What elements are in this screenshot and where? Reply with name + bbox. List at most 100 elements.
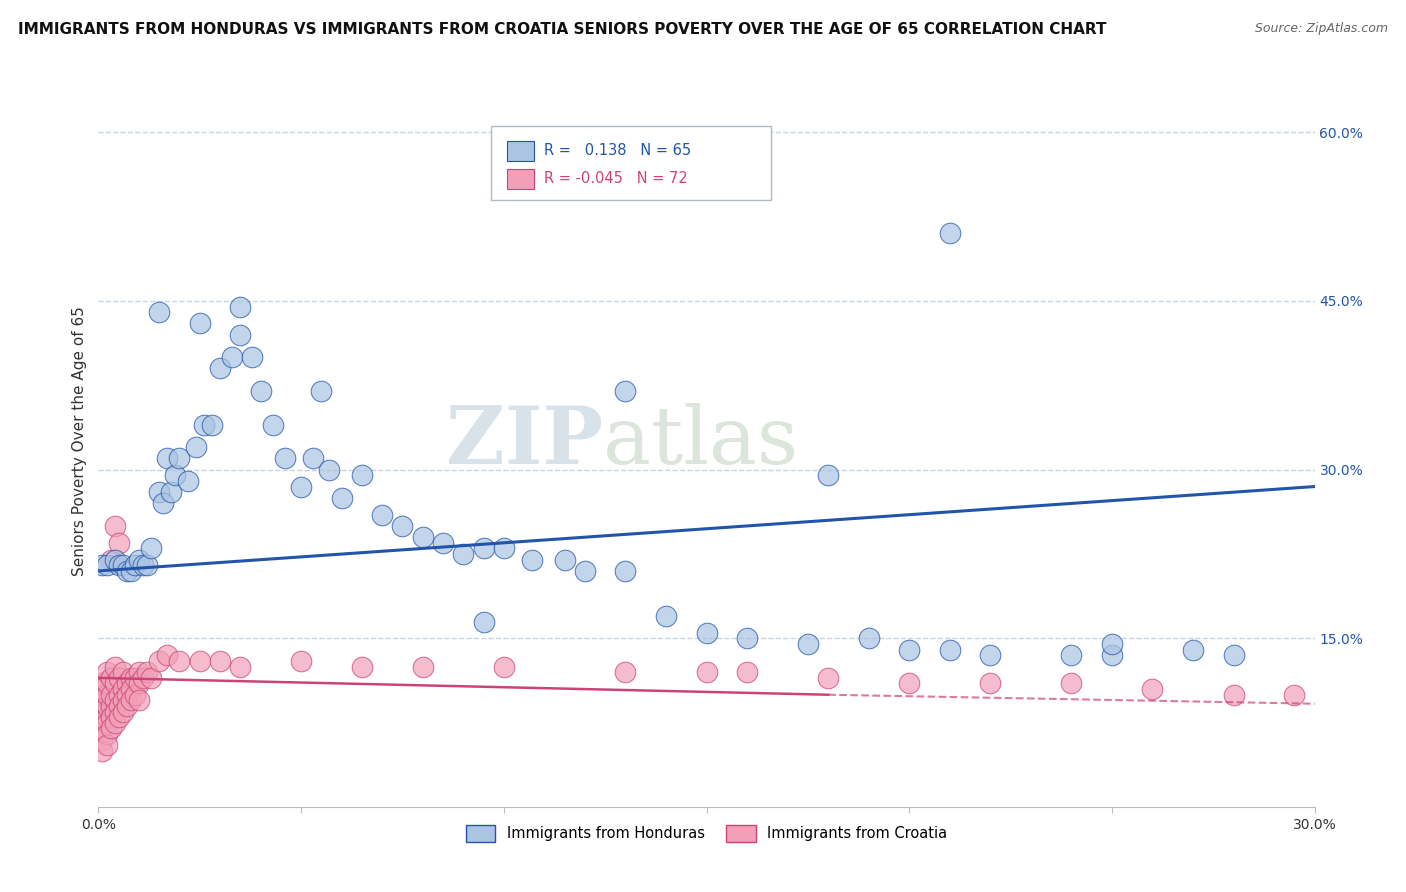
Point xyxy=(979,648,1001,663)
Point xyxy=(193,417,215,432)
Point xyxy=(290,479,312,493)
Point xyxy=(350,659,373,673)
Point xyxy=(120,682,142,697)
Point xyxy=(91,744,114,758)
Point xyxy=(1284,688,1306,702)
Point xyxy=(124,688,146,702)
Point xyxy=(898,642,921,657)
Point xyxy=(201,417,224,432)
Point xyxy=(735,665,758,680)
Point xyxy=(132,671,155,685)
Point xyxy=(979,676,1001,690)
Point xyxy=(100,552,122,566)
Point xyxy=(696,625,718,640)
Point xyxy=(107,536,129,550)
Point xyxy=(350,468,373,483)
Point xyxy=(96,698,118,713)
Point xyxy=(91,693,114,707)
Point xyxy=(330,491,353,505)
Point xyxy=(91,676,114,690)
Point xyxy=(91,682,114,697)
Point xyxy=(128,676,150,690)
Point xyxy=(107,688,129,702)
Point xyxy=(939,227,962,241)
Point xyxy=(100,671,122,685)
Point xyxy=(817,468,839,483)
FancyBboxPatch shape xyxy=(491,126,770,200)
Point xyxy=(188,317,211,331)
Point xyxy=(391,519,413,533)
Point xyxy=(104,715,127,730)
Point xyxy=(655,609,678,624)
Point xyxy=(139,541,162,556)
Legend: Immigrants from Honduras, Immigrants from Croatia: Immigrants from Honduras, Immigrants fro… xyxy=(460,819,953,847)
Text: Source: ZipAtlas.com: Source: ZipAtlas.com xyxy=(1254,22,1388,36)
Point xyxy=(1182,642,1205,657)
Point xyxy=(91,698,114,713)
Point xyxy=(91,710,114,724)
Point xyxy=(132,558,155,573)
Point xyxy=(176,474,198,488)
Point xyxy=(124,558,146,573)
Point xyxy=(614,564,637,578)
Point xyxy=(104,693,127,707)
Point xyxy=(432,536,454,550)
Point xyxy=(96,676,118,690)
Point xyxy=(96,710,118,724)
Point xyxy=(139,671,162,685)
Point xyxy=(96,688,118,702)
Point xyxy=(104,705,127,719)
Point xyxy=(156,648,179,663)
Point xyxy=(165,468,187,483)
Point xyxy=(104,659,127,673)
Point xyxy=(209,361,232,376)
Text: atlas: atlas xyxy=(603,402,799,481)
Point xyxy=(96,558,118,573)
Point xyxy=(311,384,333,398)
Point xyxy=(574,564,596,578)
Point xyxy=(111,705,134,719)
Point xyxy=(229,327,252,342)
Point xyxy=(169,654,191,668)
Point xyxy=(797,637,820,651)
Point xyxy=(148,305,170,319)
Point xyxy=(274,451,297,466)
Point xyxy=(115,564,138,578)
Point xyxy=(290,654,312,668)
Point xyxy=(412,530,434,544)
Point xyxy=(735,632,758,646)
Point xyxy=(96,727,118,741)
Point xyxy=(104,519,127,533)
Point xyxy=(91,705,114,719)
Point xyxy=(111,558,134,573)
Point xyxy=(100,722,122,736)
Point xyxy=(262,417,284,432)
Point xyxy=(1101,648,1123,663)
Point xyxy=(104,676,127,690)
Point xyxy=(453,547,475,561)
Point xyxy=(242,350,264,364)
Point xyxy=(100,688,122,702)
Point xyxy=(136,665,159,680)
Point xyxy=(107,698,129,713)
Point xyxy=(160,485,183,500)
Point xyxy=(91,688,114,702)
Y-axis label: Seniors Poverty Over the Age of 65: Seniors Poverty Over the Age of 65 xyxy=(72,307,87,576)
Point xyxy=(492,659,515,673)
Point xyxy=(184,440,207,454)
Point xyxy=(156,451,179,466)
Text: ZIP: ZIP xyxy=(446,402,603,481)
Point xyxy=(1060,648,1083,663)
Point xyxy=(111,693,134,707)
Point xyxy=(91,732,114,747)
Point xyxy=(898,676,921,690)
Point xyxy=(120,693,142,707)
Point xyxy=(120,564,142,578)
Point xyxy=(229,300,252,314)
Point xyxy=(554,552,576,566)
Point xyxy=(111,682,134,697)
Point xyxy=(91,558,114,573)
Point xyxy=(128,693,150,707)
Point xyxy=(188,654,211,668)
Text: R =   0.138   N = 65: R = 0.138 N = 65 xyxy=(544,143,690,158)
